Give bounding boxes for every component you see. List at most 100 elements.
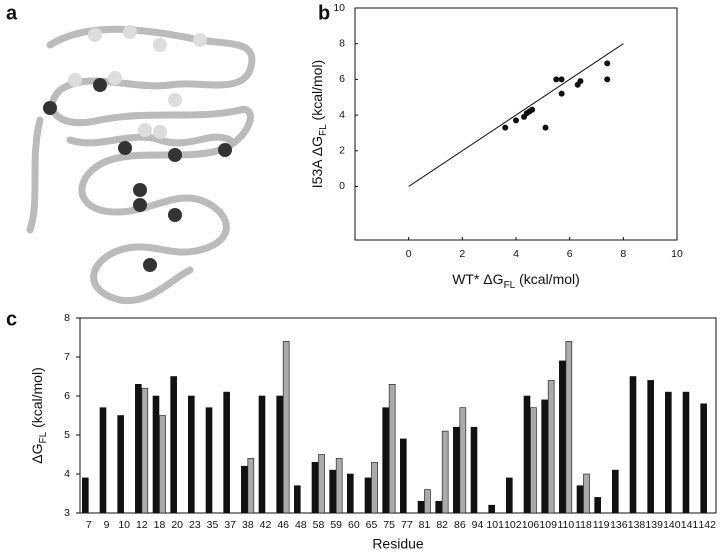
x-tick-label: 46: [277, 519, 289, 531]
x-tick-label: 2: [459, 248, 465, 260]
panel-letter: b: [318, 2, 330, 24]
y-tick-label: 8: [339, 37, 345, 49]
x-tick-label: 119: [593, 519, 610, 531]
label-part: (kcal/mol): [309, 60, 325, 125]
x-tick-label: 118: [575, 519, 592, 531]
bar: [159, 415, 166, 514]
axis-label: I53A ΔGFL (kcal/mol): [309, 60, 329, 188]
x-tick-label: 42: [260, 519, 272, 531]
x-tick-label: 38: [242, 519, 254, 531]
x-tick-label: 10: [118, 519, 130, 531]
x-tick-label: 82: [436, 519, 448, 531]
bar: [282, 341, 290, 514]
x-tick-label: 12: [136, 519, 148, 531]
y-tick-label: 7: [64, 351, 70, 363]
bar: [247, 458, 255, 514]
bar: [141, 387, 149, 514]
panel-letter: a: [6, 2, 18, 24]
x-tick-label: 7: [86, 519, 92, 531]
bar: [453, 426, 460, 514]
x-tick-label: 58: [313, 519, 325, 531]
x-tick-label: 8: [620, 248, 626, 260]
label-part: (kcal/mol): [515, 271, 580, 287]
bar: [459, 407, 467, 514]
bar: [682, 391, 690, 514]
x-tick-label: 101: [486, 519, 504, 531]
bar: [188, 395, 195, 514]
bar: [99, 407, 107, 514]
x-tick-label: 75: [383, 519, 395, 531]
bar: [258, 395, 266, 514]
bar: [612, 469, 619, 514]
bar: [541, 399, 548, 514]
plot-frame: [79, 317, 717, 514]
y-tick-label: 0: [339, 180, 345, 192]
data-point: [513, 117, 519, 124]
x-tick-label: 81: [419, 519, 431, 531]
bar: [276, 395, 283, 514]
axis-label: ΔGFL (kcal/mol): [29, 367, 49, 463]
x-tick-label: 139: [645, 519, 663, 531]
bar: [424, 489, 431, 514]
bar: [223, 391, 230, 514]
y-tick-label: 4: [339, 109, 345, 121]
x-tick-label: 9: [104, 519, 110, 531]
y-tick-label: 6: [64, 390, 70, 402]
x-tick-label: 23: [189, 519, 201, 531]
x-tick-label: 59: [330, 519, 342, 531]
bar: [417, 500, 425, 514]
bar: [629, 376, 637, 514]
bar: [347, 473, 354, 514]
x-tick-label: 6: [567, 248, 573, 260]
x-tick-label: 136: [610, 519, 628, 531]
label-sub: FL: [318, 124, 329, 136]
label-part: I53A ΔG: [309, 136, 325, 188]
x-tick-label: 142: [698, 519, 716, 531]
plot-frame: [354, 7, 678, 241]
bar: [647, 380, 654, 514]
x-tick-label: 140: [663, 519, 681, 531]
bar: [335, 458, 343, 514]
x-tick-label: 10: [671, 248, 683, 260]
protein-spheres: [43, 25, 232, 272]
bar: [382, 407, 389, 514]
bar: [576, 485, 584, 514]
bar: [82, 477, 89, 514]
panel-letter: c: [6, 308, 17, 330]
y-tick-label: 10: [333, 2, 345, 14]
bar: [530, 407, 537, 514]
bar: [388, 383, 396, 514]
x-tick-label: 77: [401, 519, 413, 531]
bar: [583, 473, 590, 514]
data-point: [577, 78, 584, 85]
x-tick-label: 37: [224, 519, 236, 531]
x-axis-label: Residue: [372, 536, 424, 552]
label-sub: FL: [504, 280, 516, 291]
y-tick-label: 6: [339, 73, 345, 85]
bar: [152, 395, 160, 514]
bar: [506, 477, 513, 514]
bar: [241, 465, 248, 514]
data-point: [529, 106, 536, 113]
reference-line: [408, 43, 624, 187]
x-tick-label: 106: [522, 519, 540, 531]
data-point: [502, 124, 509, 131]
bar: [371, 461, 378, 514]
bar: [311, 461, 319, 514]
bar: [488, 504, 495, 514]
x-tick-label: 65: [366, 519, 378, 531]
bar: [329, 469, 336, 514]
bar: [470, 426, 478, 514]
bar: [135, 383, 142, 514]
x-tick-label: 4: [513, 248, 519, 260]
x-tick-label: 141: [681, 519, 699, 531]
data-point: [558, 90, 565, 97]
x-tick-label: 60: [348, 519, 360, 531]
x-tick-label: 35: [207, 519, 219, 531]
x-tick-label: 94: [472, 519, 484, 531]
y-tick-label: 2: [339, 145, 345, 157]
data-point: [542, 124, 549, 131]
y-tick-label: 3: [64, 507, 70, 519]
label-sub: FL: [38, 431, 49, 443]
